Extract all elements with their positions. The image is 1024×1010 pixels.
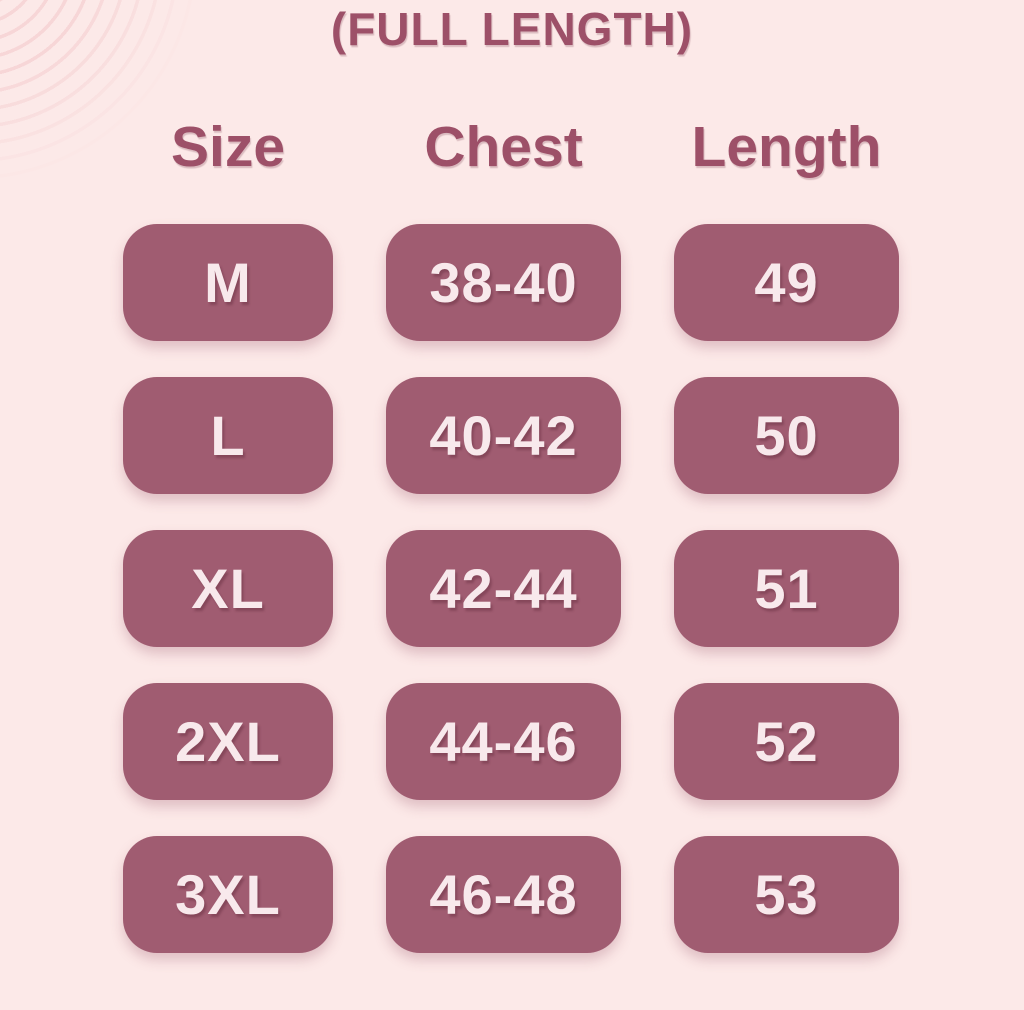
column-header-length: Length — [691, 115, 882, 179]
length-cell: 53 — [674, 836, 899, 953]
column-header-size: Size — [170, 115, 286, 179]
length-cell: 49 — [674, 224, 899, 341]
size-cell: L — [123, 377, 333, 494]
length-cell: 51 — [674, 530, 899, 647]
chest-cell: 38-40 — [386, 224, 621, 341]
page-title: (FULL LENGTH) — [330, 3, 694, 55]
size-cell: 2XL — [123, 683, 333, 800]
size-chart-table: Size Chest Length M 38-40 49 L 40-42 50 … — [123, 106, 899, 953]
size-cell: 3XL — [123, 836, 333, 953]
length-cell: 50 — [674, 377, 899, 494]
column-header-chest: Chest — [424, 115, 583, 179]
size-cell: M — [123, 224, 333, 341]
chest-cell: 40-42 — [386, 377, 621, 494]
size-cell: XL — [123, 530, 333, 647]
chest-cell: 44-46 — [386, 683, 621, 800]
chest-cell: 42-44 — [386, 530, 621, 647]
chest-cell: 46-48 — [386, 836, 621, 953]
length-cell: 52 — [674, 683, 899, 800]
